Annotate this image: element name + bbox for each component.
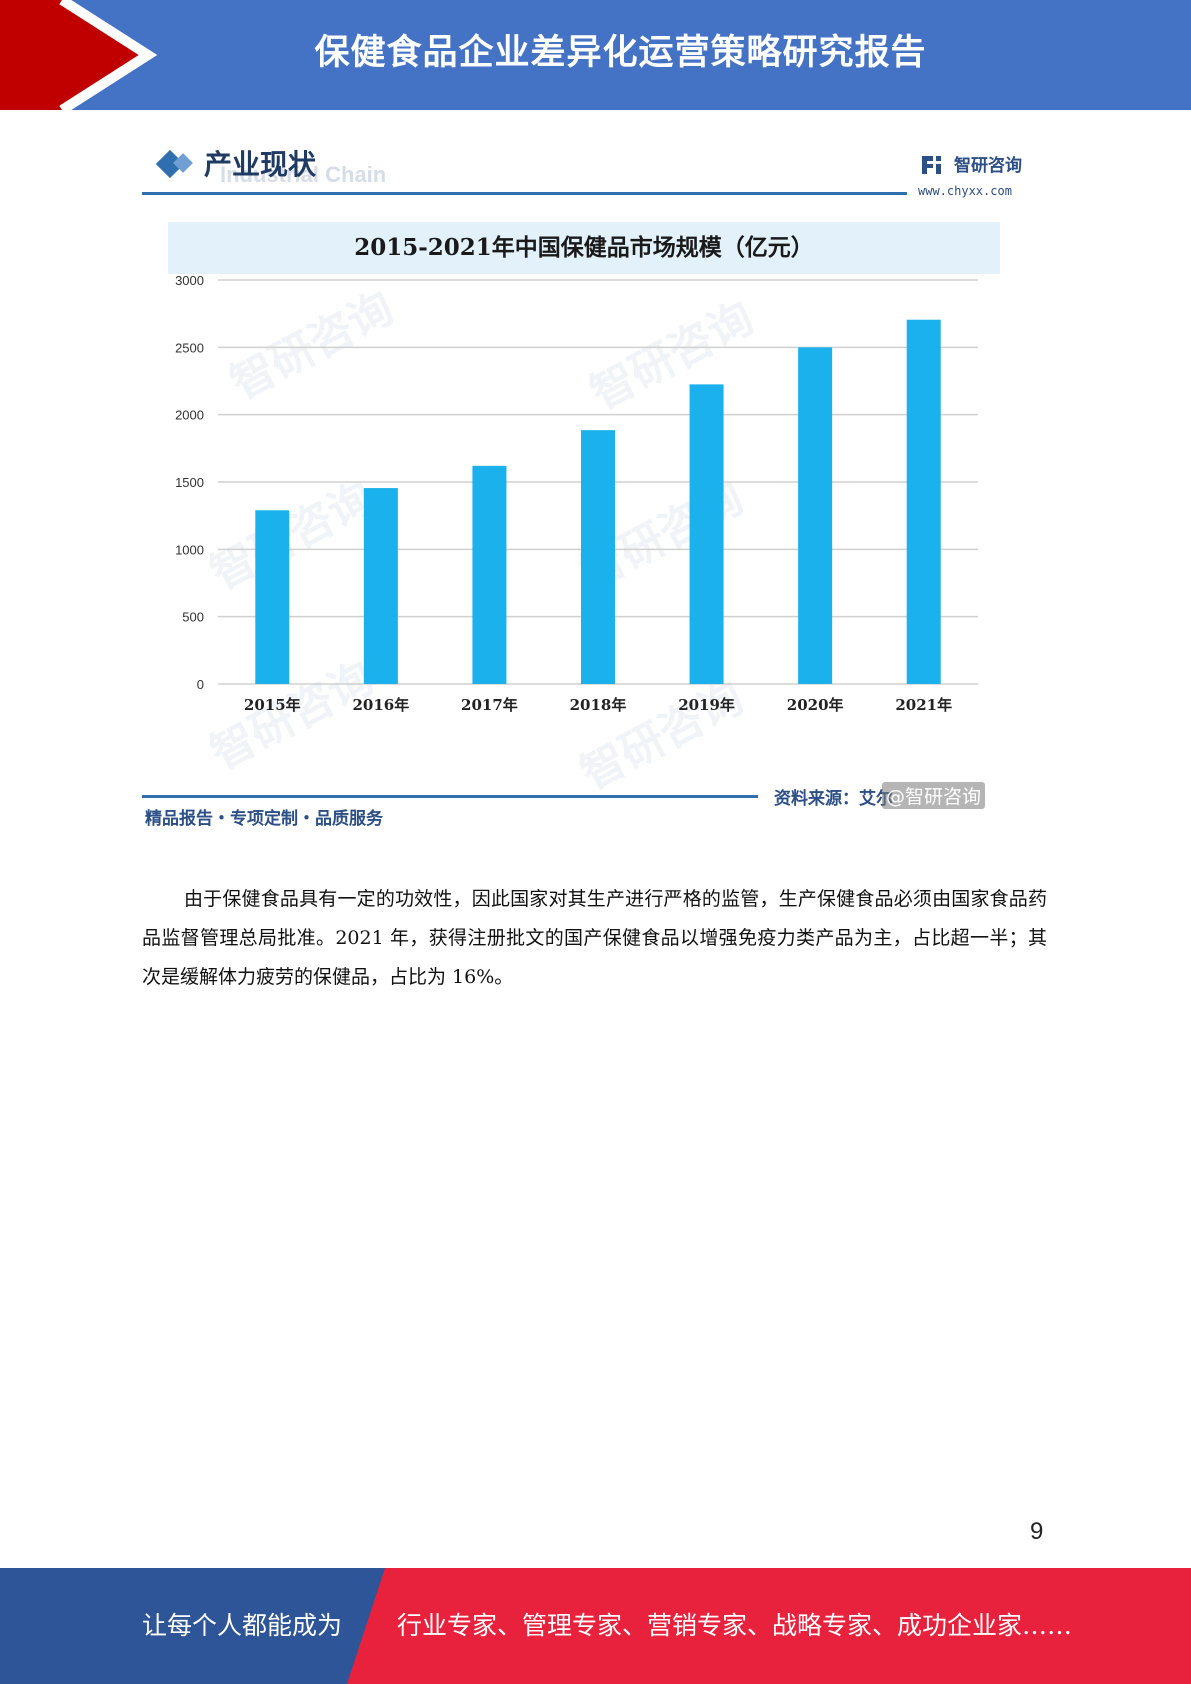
- figure-header: Industrial Chain 产业现状 智研咨询 www.chyxx.com: [142, 140, 1046, 200]
- section-title: 产业现状: [204, 148, 317, 181]
- bar: [689, 384, 724, 684]
- y-tick-label: 1000: [175, 542, 204, 557]
- report-title: 保健食品企业差异化运营策略研究报告: [314, 33, 927, 73]
- header-chevron-graphic: [0, 0, 176, 110]
- footer-background: [0, 1568, 1191, 1684]
- bar: [472, 465, 507, 684]
- figure-bottom-rule: [142, 795, 758, 798]
- y-tick-label: 2500: [175, 340, 204, 355]
- x-tick-label: 2017年: [461, 696, 518, 714]
- x-tick-label: 2016年: [352, 696, 409, 714]
- y-tick-label: 2000: [175, 408, 204, 423]
- bar: [363, 488, 398, 684]
- body-paragraph: 由于保健食品具有一定的功效性，因此国家对其生产进行严格的监管，生产保健食品必须由…: [142, 888, 1047, 988]
- bar: [906, 319, 941, 684]
- y-tick-label: 3000: [175, 273, 204, 288]
- footer-slogan-right: 行业专家、管理专家、营销专家、战略专家、成功企业家……: [397, 1611, 1073, 1640]
- footer-banner: 让每个人都能成为 行业专家、管理专家、营销专家、战略专家、成功企业家……: [0, 1568, 1191, 1684]
- x-tick-label: 2018年: [570, 696, 627, 714]
- bar-chart: 0 500 1000 1500 2000 2500 3000 2015年 2016年 2017年 2…: [175, 273, 978, 714]
- chart-title-bar: 2015-2021年中国保健品市场规模（亿元）: [168, 222, 1000, 274]
- section-ghost-text: Industrial Chain: [220, 162, 387, 187]
- header-banner: 保健食品企业差异化运营策略研究报告: [0, 0, 1191, 110]
- y-tick-label: 1500: [175, 475, 204, 490]
- figure-panel: 智研咨询 智研咨询 智研咨询 智研咨询 智研咨询 智研咨询 Industrial…: [142, 140, 1046, 830]
- figure-tagline: 精品报告・专项定制・品质服务: [145, 809, 383, 829]
- header-red-chevron: [0, 0, 148, 110]
- x-tick-label: 2019年: [678, 696, 735, 714]
- source-watermark-tag: @智研咨询: [882, 782, 986, 809]
- bar: [581, 430, 615, 684]
- bar: [255, 510, 290, 684]
- x-tick-label: 2021年: [895, 696, 952, 714]
- chart-title: 2015-2021年中国保健品市场规模（亿元）: [354, 234, 814, 261]
- figure-top-rule: [142, 192, 907, 195]
- x-tick-label: 2020年: [787, 696, 844, 714]
- brand-logo-icon: [922, 156, 941, 174]
- footer-slogan-left: 让每个人都能成为: [142, 1611, 343, 1640]
- x-tick-label: 2015年: [244, 696, 301, 714]
- page-number: 9: [1030, 1518, 1044, 1545]
- brand-url: www.chyxx.com: [918, 184, 1012, 198]
- bar: [798, 347, 833, 684]
- figure-source: 资料来源：艾尔: [774, 789, 893, 809]
- header-white-stroke: [59, 0, 158, 110]
- brand-name: 智研咨询: [954, 156, 1022, 176]
- y-tick-label: 0: [197, 677, 204, 692]
- y-tick-label: 500: [182, 610, 204, 625]
